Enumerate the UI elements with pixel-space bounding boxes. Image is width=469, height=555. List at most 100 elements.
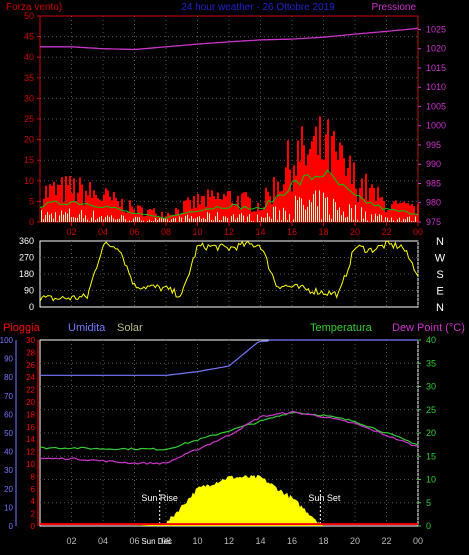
- wind-gust-bar: [53, 218, 54, 222]
- wind-speed-bar: [83, 205, 85, 222]
- humidity-tick-label: 20: [4, 485, 13, 494]
- wind-speed-bar: [75, 201, 77, 222]
- wind-gust-bar: [213, 220, 214, 222]
- wind-speed-bar: [411, 203, 413, 222]
- wind-gust-bar: [341, 215, 342, 222]
- wind-speed-bar: [227, 191, 229, 222]
- wind-gust-bar: [195, 218, 196, 222]
- wind-gust-bar: [157, 219, 158, 222]
- wind-speed-bar: [277, 181, 279, 222]
- wind-speed-bar: [177, 209, 179, 222]
- wind-gust-bar: [295, 195, 296, 222]
- wind-gust-bar: [45, 214, 46, 222]
- panel-3-x-tick-label: 02: [66, 536, 76, 546]
- wind-speed-bar: [69, 175, 71, 222]
- wind-speed-bar: [143, 216, 145, 222]
- wind-gust-bar: [169, 221, 170, 222]
- panel-1-left-tick-label: 20: [24, 135, 34, 145]
- wind-gust-bar: [329, 214, 330, 222]
- wind-gust-bar: [403, 218, 404, 222]
- wind-gust-bar: [261, 216, 262, 222]
- wind-speed-bar: [391, 204, 393, 222]
- wind-gust-bar: [279, 210, 280, 222]
- wind-speed-bar: [145, 215, 147, 222]
- wind-gust-bar: [167, 219, 168, 222]
- panel-1-left-tick-label: 15: [24, 155, 34, 165]
- wind-gust-bar: [357, 219, 358, 222]
- wind-speed-bar: [331, 135, 333, 222]
- wind-speed-bar: [313, 135, 315, 222]
- temperature-tick-label: 40: [426, 335, 436, 345]
- dewpoint-label: Dew Point (°C): [392, 322, 465, 334]
- wind-speed-bar: [375, 200, 377, 222]
- wind-speed-bar: [281, 191, 283, 222]
- wind-speed-bar: [263, 207, 265, 222]
- rain-tick-label: 20: [26, 398, 35, 407]
- wind-gust-bar: [233, 214, 234, 222]
- panel-1-x-tick-label: 22: [381, 227, 391, 237]
- wind-gust-bar: [299, 197, 300, 222]
- panel-2-compass-label: E: [436, 286, 443, 298]
- wind-speed-bar: [237, 195, 239, 222]
- wind-gust-bar: [241, 213, 242, 222]
- wind-speed-bar: [393, 201, 395, 222]
- rain-tick-label: 30: [26, 336, 35, 345]
- wind-gust-bar: [155, 218, 156, 222]
- wind-speed-bar: [289, 169, 291, 222]
- wind-speed-bar: [259, 210, 261, 222]
- wind-gust-bar: [231, 216, 232, 222]
- panel-2-compass-label: W: [435, 253, 446, 265]
- panel-1-left-tick-label: 45: [24, 32, 34, 42]
- temperature-tick-label: 0: [426, 521, 431, 531]
- wind-speed-bar: [63, 202, 65, 222]
- dewpoint-line: [40, 410, 419, 465]
- rain-tick-label: 26: [26, 361, 35, 370]
- panel-1-x-tick-label: 08: [161, 227, 171, 237]
- panel-1-left-tick-label: 0: [29, 217, 34, 227]
- wind-gust-bar: [179, 216, 180, 222]
- wind-direction-line: [39, 240, 419, 302]
- wind-gust-bar: [185, 215, 186, 222]
- wind-speed-bar: [261, 209, 263, 222]
- panel-1-x-tick-label: 12: [224, 227, 234, 237]
- wind-gust-bar: [361, 207, 362, 222]
- humidity-tick-label: 50: [4, 429, 13, 438]
- panel-3-x-tick-label: 14: [255, 536, 265, 546]
- wind-speed-bar: [387, 210, 389, 222]
- wind-speed-bar: [157, 216, 159, 222]
- wind-gust-bar: [123, 215, 124, 222]
- wind-gust-bar: [129, 220, 130, 222]
- wind-gust-bar: [127, 221, 128, 222]
- wind-speed-bar: [169, 214, 171, 222]
- wind-speed-bar: [193, 195, 195, 222]
- wind-speed-bar: [365, 173, 367, 222]
- wind-gust-bar: [85, 215, 86, 222]
- temperature-tick-label: 30: [426, 382, 436, 392]
- panel-1-x-tick-label: 10: [192, 227, 202, 237]
- wind-gust-bar: [133, 218, 134, 222]
- rain-tick-label: 6: [31, 485, 36, 494]
- panel-2-compass-label: S: [436, 269, 443, 281]
- wind-gust-bar: [189, 218, 190, 222]
- wind-gust-bar: [203, 217, 204, 222]
- wind-gust-bar: [181, 217, 182, 222]
- wind-gust-bar: [323, 192, 324, 222]
- wind-gust-bar: [101, 215, 102, 222]
- wind-speed-bar: [269, 196, 271, 222]
- wind-gust-bar: [199, 216, 200, 222]
- wind-speed-bar: [129, 200, 131, 222]
- wind-speed-bar: [403, 201, 405, 222]
- panel-1-x-tick-label: 20: [350, 227, 360, 237]
- panel-1-x-tick-label: 16: [287, 227, 297, 237]
- rain-tick-label: 14: [26, 435, 35, 444]
- wind-gust-bar: [63, 214, 64, 222]
- wind-gust-bar: [325, 197, 326, 222]
- wind-gust-bar: [159, 218, 160, 222]
- wind-speed-bar: [343, 158, 345, 222]
- wind-speed-bar: [351, 183, 353, 222]
- wind-gust-bar: [41, 209, 42, 222]
- rain-tick-label: 2: [31, 510, 36, 519]
- humidity-tick-label: 60: [4, 410, 13, 419]
- wind-speed-bar: [51, 186, 53, 222]
- panel-2-compass-label: N: [436, 236, 444, 248]
